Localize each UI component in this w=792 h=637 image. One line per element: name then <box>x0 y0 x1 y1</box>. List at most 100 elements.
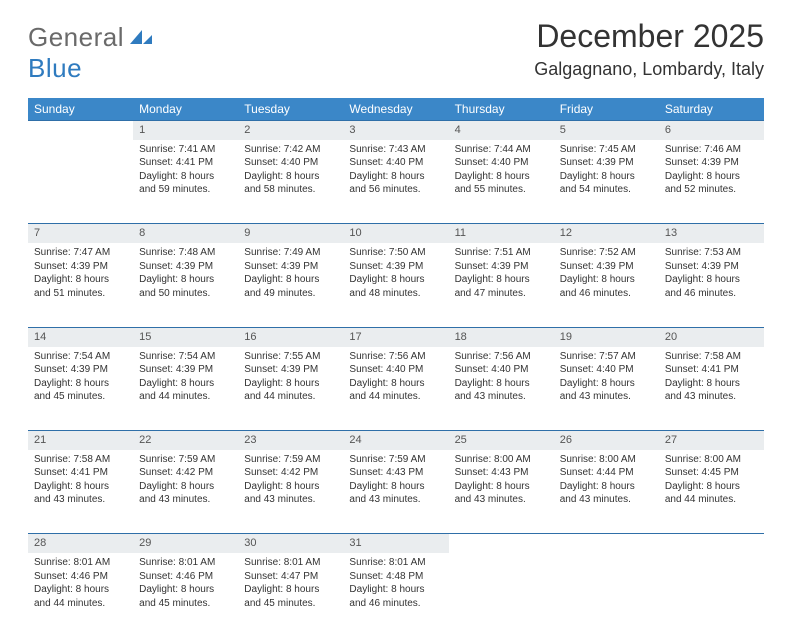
day-number: 25 <box>455 434 467 446</box>
sunrise-text: Sunrise: 7:55 AM <box>244 350 337 364</box>
day-number-cell: 4 <box>449 121 554 140</box>
weekday-header-row: Sunday Monday Tuesday Wednesday Thursday… <box>28 98 764 121</box>
sunrise-text: Sunrise: 7:48 AM <box>139 246 232 260</box>
day-number: 15 <box>139 331 151 343</box>
sunrise-text: Sunrise: 7:59 AM <box>244 453 337 467</box>
day-body-cell: Sunrise: 7:48 AMSunset: 4:39 PMDaylight:… <box>133 243 238 327</box>
day-body-cell: Sunrise: 7:55 AMSunset: 4:39 PMDaylight:… <box>238 347 343 431</box>
day-number-cell: 3 <box>343 121 448 140</box>
sunset-text: Sunset: 4:44 PM <box>560 466 653 480</box>
day-body-cell: Sunrise: 8:00 AMSunset: 4:44 PMDaylight:… <box>554 450 659 534</box>
daylight-text: Daylight: 8 hours and 44 minutes. <box>244 377 337 404</box>
daylight-text: Daylight: 8 hours and 44 minutes. <box>665 480 758 507</box>
day-body-cell: Sunrise: 7:56 AMSunset: 4:40 PMDaylight:… <box>343 347 448 431</box>
day-number: 2 <box>244 124 250 136</box>
day-body-cell: Sunrise: 7:46 AMSunset: 4:39 PMDaylight:… <box>659 140 764 224</box>
day-body-cell: Sunrise: 7:47 AMSunset: 4:39 PMDaylight:… <box>28 243 133 327</box>
sunrise-text: Sunrise: 8:01 AM <box>34 556 127 570</box>
daylight-text: Daylight: 8 hours and 43 minutes. <box>455 480 548 507</box>
sunrise-text: Sunrise: 7:54 AM <box>34 350 127 364</box>
day-number-cell: 2 <box>238 121 343 140</box>
day-number: 24 <box>349 434 361 446</box>
day-number-cell: 20 <box>659 327 764 346</box>
sunset-text: Sunset: 4:48 PM <box>349 570 442 584</box>
day-number-row: 78910111213 <box>28 224 764 243</box>
sunrise-text: Sunrise: 7:58 AM <box>34 453 127 467</box>
sunset-text: Sunset: 4:39 PM <box>455 260 548 274</box>
day-body-cell: Sunrise: 8:01 AMSunset: 4:48 PMDaylight:… <box>343 553 448 637</box>
sunset-text: Sunset: 4:42 PM <box>244 466 337 480</box>
sunrise-text: Sunrise: 7:59 AM <box>349 453 442 467</box>
sunrise-text: Sunrise: 7:44 AM <box>455 143 548 157</box>
day-body-cell: Sunrise: 7:58 AMSunset: 4:41 PMDaylight:… <box>28 450 133 534</box>
daylight-text: Daylight: 8 hours and 59 minutes. <box>139 170 232 197</box>
sunset-text: Sunset: 4:43 PM <box>455 466 548 480</box>
day-number-row: 14151617181920 <box>28 327 764 346</box>
title-block: December 2025 Galgagnano, Lombardy, Ital… <box>534 18 764 80</box>
sunrise-text: Sunrise: 7:53 AM <box>665 246 758 260</box>
sunrise-text: Sunrise: 7:57 AM <box>560 350 653 364</box>
sunrise-text: Sunrise: 7:45 AM <box>560 143 653 157</box>
daylight-text: Daylight: 8 hours and 45 minutes. <box>34 377 127 404</box>
day-body-row: Sunrise: 7:47 AMSunset: 4:39 PMDaylight:… <box>28 243 764 327</box>
day-number: 3 <box>349 124 355 136</box>
day-number: 27 <box>665 434 677 446</box>
sunrise-text: Sunrise: 7:52 AM <box>560 246 653 260</box>
day-number-cell: 5 <box>554 121 659 140</box>
sunset-text: Sunset: 4:45 PM <box>665 466 758 480</box>
sunrise-text: Sunrise: 7:49 AM <box>244 246 337 260</box>
daylight-text: Daylight: 8 hours and 46 minutes. <box>560 273 653 300</box>
sunrise-text: Sunrise: 7:42 AM <box>244 143 337 157</box>
sunset-text: Sunset: 4:41 PM <box>665 363 758 377</box>
sunset-text: Sunset: 4:40 PM <box>455 156 548 170</box>
sunrise-text: Sunrise: 7:56 AM <box>455 350 548 364</box>
sunset-text: Sunset: 4:42 PM <box>139 466 232 480</box>
day-number: 26 <box>560 434 572 446</box>
sunset-text: Sunset: 4:47 PM <box>244 570 337 584</box>
sunset-text: Sunset: 4:39 PM <box>349 260 442 274</box>
sunset-text: Sunset: 4:41 PM <box>139 156 232 170</box>
day-number: 17 <box>349 331 361 343</box>
sunrise-text: Sunrise: 8:00 AM <box>560 453 653 467</box>
day-number: 22 <box>139 434 151 446</box>
sunset-text: Sunset: 4:39 PM <box>244 260 337 274</box>
daylight-text: Daylight: 8 hours and 43 minutes. <box>560 480 653 507</box>
day-number: 20 <box>665 331 677 343</box>
day-number: 14 <box>34 331 46 343</box>
day-number: 9 <box>244 227 250 239</box>
daylight-text: Daylight: 8 hours and 43 minutes. <box>244 480 337 507</box>
day-number: 19 <box>560 331 572 343</box>
day-number-cell: 30 <box>238 534 343 553</box>
day-number: 31 <box>349 537 361 549</box>
day-body-cell: Sunrise: 7:49 AMSunset: 4:39 PMDaylight:… <box>238 243 343 327</box>
sunset-text: Sunset: 4:39 PM <box>34 260 127 274</box>
daylight-text: Daylight: 8 hours and 43 minutes. <box>139 480 232 507</box>
sunrise-text: Sunrise: 7:59 AM <box>139 453 232 467</box>
day-number-cell: 13 <box>659 224 764 243</box>
day-number-cell: 18 <box>449 327 554 346</box>
daylight-text: Daylight: 8 hours and 55 minutes. <box>455 170 548 197</box>
day-body-row: Sunrise: 7:54 AMSunset: 4:39 PMDaylight:… <box>28 347 764 431</box>
day-number-cell: 31 <box>343 534 448 553</box>
sunset-text: Sunset: 4:39 PM <box>139 363 232 377</box>
day-body-cell <box>554 553 659 637</box>
day-number-cell: 11 <box>449 224 554 243</box>
daylight-text: Daylight: 8 hours and 44 minutes. <box>139 377 232 404</box>
sunset-text: Sunset: 4:40 PM <box>560 363 653 377</box>
daylight-text: Daylight: 8 hours and 56 minutes. <box>349 170 442 197</box>
sunrise-text: Sunrise: 8:00 AM <box>455 453 548 467</box>
sunset-text: Sunset: 4:39 PM <box>665 260 758 274</box>
day-number-cell: 29 <box>133 534 238 553</box>
sunrise-text: Sunrise: 7:41 AM <box>139 143 232 157</box>
sunset-text: Sunset: 4:40 PM <box>349 363 442 377</box>
daylight-text: Daylight: 8 hours and 45 minutes. <box>139 583 232 610</box>
daylight-text: Daylight: 8 hours and 54 minutes. <box>560 170 653 197</box>
day-number: 11 <box>455 227 466 239</box>
logo-text: General Blue <box>28 22 152 84</box>
day-body-cell: Sunrise: 7:59 AMSunset: 4:42 PMDaylight:… <box>133 450 238 534</box>
logo-word-2: Blue <box>28 53 82 83</box>
day-body-cell <box>659 553 764 637</box>
sunset-text: Sunset: 4:39 PM <box>560 260 653 274</box>
day-number-row: 28293031 <box>28 534 764 553</box>
day-number-cell: 17 <box>343 327 448 346</box>
